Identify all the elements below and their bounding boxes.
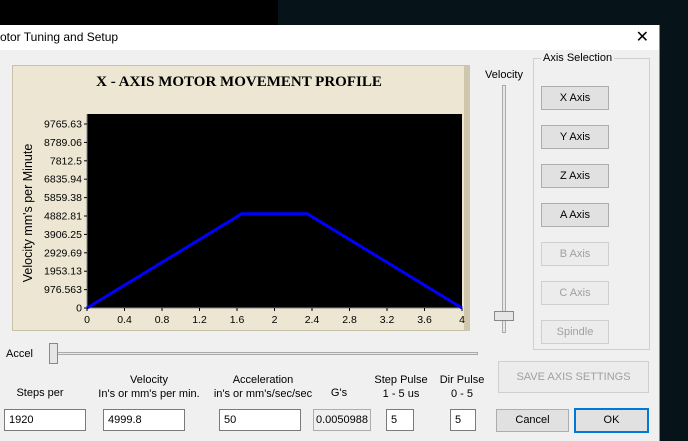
axis-button-c-axis[interactable]: C Axis xyxy=(541,281,609,305)
dir-pulse-label: Dir Pulse 0 - 5 xyxy=(435,373,489,401)
velocity-label-line2: In's or mm's per min. xyxy=(98,388,200,400)
velocity-label: Velocity In's or mm's per min. xyxy=(96,373,202,401)
x-tick-label: 0.4 xyxy=(117,314,132,326)
window-title: otor Tuning and Setup xyxy=(0,30,119,44)
plot-area xyxy=(87,114,462,308)
accel-slider-label: Accel xyxy=(6,348,33,360)
motor-tuning-dialog: otor Tuning and Setup ✕ X - AXIS MOTOR M… xyxy=(0,25,660,441)
x-tick-label: 2 xyxy=(272,314,278,326)
dir-pulse-label-line1: Dir Pulse xyxy=(439,374,485,386)
motor-profile-chart: 9765.63 8789.06 7812.5 6835.94 5859.38 4882.8… xyxy=(21,114,465,326)
axis-button-y-axis[interactable]: Y Axis xyxy=(541,125,609,149)
cancel-button[interactable]: Cancel xyxy=(496,409,569,432)
step-pulse-input[interactable] xyxy=(386,409,414,431)
ok-button[interactable]: OK xyxy=(574,408,649,433)
x-tick-label: 1.2 xyxy=(192,314,207,326)
steps-per-input[interactable] xyxy=(4,409,86,431)
y-tick-label: 6835.94 xyxy=(44,174,82,186)
axis-button-x-axis[interactable]: X Axis xyxy=(541,86,609,110)
gs-label: G's xyxy=(330,387,348,399)
velocity-slider[interactable] xyxy=(502,85,506,333)
title-bar: otor Tuning and Setup ✕ xyxy=(0,25,659,50)
y-tick-label: 5859.38 xyxy=(44,192,82,204)
y-tick-label: 976.563 xyxy=(44,284,82,296)
y-tick-label: 8789.06 xyxy=(44,137,82,149)
x-tick-label: 0.8 xyxy=(155,314,170,326)
y-tick-label: 1953.13 xyxy=(44,266,82,278)
y-tick-label: 7812.5 xyxy=(50,155,82,167)
steps-per-label: Steps per xyxy=(16,387,64,399)
x-tick-label: 1.6 xyxy=(230,314,245,326)
velocity-slider-label: Velocity xyxy=(485,69,523,81)
y-tick-label: 9765.63 xyxy=(44,119,82,131)
x-tick-label: 3.2 xyxy=(380,314,395,326)
axis-button-spindle[interactable]: Spindle xyxy=(541,320,609,344)
accel-slider-thumb[interactable] xyxy=(49,343,58,364)
step-pulse-label-line2: 1 - 5 us xyxy=(382,388,420,400)
axis-selection-label: Axis Selection xyxy=(541,52,615,64)
velocity-profile-line xyxy=(86,212,463,310)
axis-button-b-axis[interactable]: B Axis xyxy=(541,242,609,266)
axis-button-a-axis[interactable]: A Axis xyxy=(541,203,609,227)
y-axis-label: Velocity mm's per Minute xyxy=(21,144,35,283)
acceleration-label-line2: in's or mm's/sec/sec xyxy=(213,388,313,400)
chart-title: X - AXIS MOTOR MOVEMENT PROFILE xyxy=(96,74,382,90)
velocity-slider-thumb[interactable] xyxy=(494,311,514,321)
dir-pulse-label-line2: 0 - 5 xyxy=(450,388,473,400)
acceleration-input[interactable] xyxy=(219,409,301,431)
close-icon[interactable]: ✕ xyxy=(635,29,649,46)
save-axis-settings-button[interactable]: SAVE AXIS SETTINGS xyxy=(498,361,649,393)
gs-value xyxy=(313,409,371,431)
step-pulse-label-line1: Step Pulse xyxy=(374,374,428,386)
accel-slider[interactable] xyxy=(52,352,478,355)
background-window xyxy=(0,0,278,25)
x-tick-label: 2.8 xyxy=(342,314,357,326)
y-tick-label: 3906.25 xyxy=(44,229,82,241)
chart-panel: X - AXIS MOTOR MOVEMENT PROFILE 9765.63 8… xyxy=(12,65,470,331)
step-pulse-label: Step Pulse 1 - 5 us xyxy=(370,373,432,401)
y-tick-label: 2929.69 xyxy=(44,247,82,259)
x-tick-label: 2.4 xyxy=(305,314,320,326)
dir-pulse-input[interactable] xyxy=(450,409,476,431)
y-tick-label: 0 xyxy=(76,303,82,315)
velocity-label-line1: Velocity xyxy=(130,374,168,386)
x-tick-label: 0 xyxy=(84,314,90,326)
x-tick-label: 3.6 xyxy=(417,314,432,326)
velocity-input[interactable] xyxy=(103,409,185,431)
acceleration-label: Acceleration in's or mm's/sec/sec xyxy=(210,373,316,401)
x-tick-label: 4 xyxy=(459,314,465,326)
acceleration-label-line1: Acceleration xyxy=(232,374,294,386)
y-tick-label: 4882.81 xyxy=(44,211,82,223)
axis-button-z-axis[interactable]: Z Axis xyxy=(541,164,609,188)
